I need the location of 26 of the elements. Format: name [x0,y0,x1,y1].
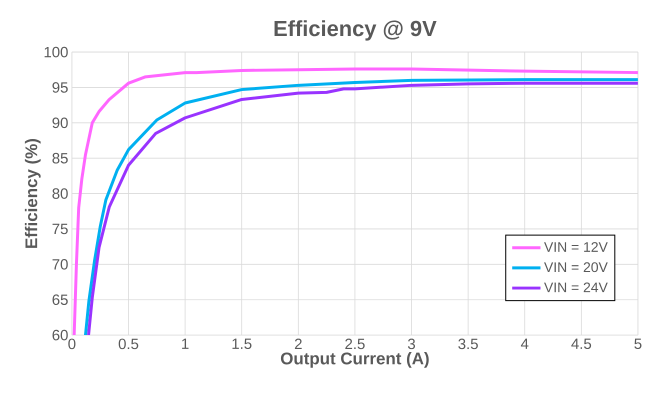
chart-title: Efficiency @ 9V [274,20,437,40]
y-tick-label: 60 [52,330,68,340]
x-tick-label: 0.5 [118,338,138,350]
legend-label: VIN = 12V [544,242,608,252]
y-tick-label: 90 [52,117,68,128]
x-tick-label: 4 [520,338,528,349]
y-tick-label: 100 [44,46,68,58]
y-tick-label: 80 [52,188,68,199]
y-tick-label: 65 [52,294,68,305]
x-tick-label: 5 [634,338,642,349]
x-tick-label: 1.5 [232,338,252,349]
x-axis-title: Output Current (A) [280,352,429,368]
y-tick-label: 85 [52,152,68,164]
x-tick-label: 2.5 [345,338,365,350]
x-tick-label: 1 [182,338,189,349]
x-tick-label: 2 [294,338,302,349]
x-tick-label: 4.5 [571,338,592,349]
y-tick-label: 70 [52,258,68,270]
legend-label: VIN = 20V [544,262,608,272]
y-tick-label: 95 [52,82,68,93]
x-tick-label: 3.5 [458,338,478,350]
y-axis-title: Efficiency (%) [24,138,41,248]
x-tick-label: 3 [408,338,416,350]
y-tick-label: 75 [52,224,68,234]
legend-label: VIN = 24V [544,282,608,292]
x-tick-label: 0 [68,338,76,350]
